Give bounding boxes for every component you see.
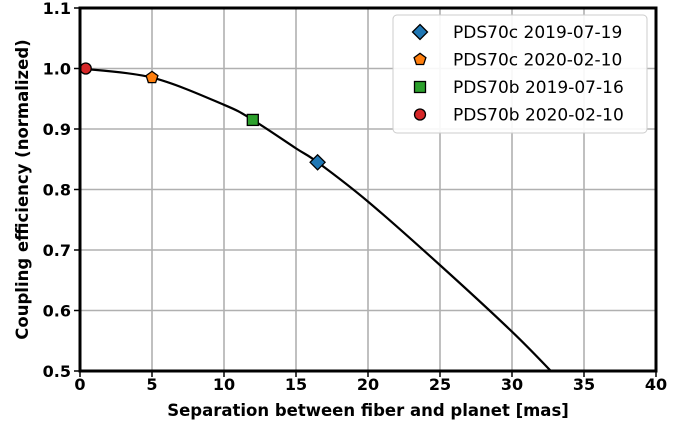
legend-marker-pentagon (413, 52, 427, 66)
legend-entry: PDS70b 2019-07-16 (453, 78, 624, 98)
legend-entry: PDS70c 2019-07-19 (453, 23, 622, 43)
y-tick-label: 0.9 (43, 120, 71, 139)
y-tick-label: 0.6 (43, 302, 71, 321)
data-point-pentagon (145, 70, 159, 84)
x-axis-label: Separation between fiber and planet [mas… (167, 401, 569, 420)
x-tick-label: 25 (429, 375, 451, 394)
data-markers (79, 62, 327, 171)
data-point-circle (79, 62, 92, 75)
y-tick-label: 0.5 (43, 362, 71, 381)
x-tick-label: 5 (146, 375, 157, 394)
y-tick-label: 0.7 (43, 241, 71, 260)
y-tick-label: 0.8 (43, 181, 71, 200)
x-tick-label: 15 (285, 375, 307, 394)
legend-entry: PDS70c 2020-02-10 (453, 51, 622, 71)
legend-marker-circle (413, 108, 427, 121)
x-axis-ticks: 0 5 10 15 20 25 30 35 40 (74, 371, 667, 394)
data-point-diamond (309, 153, 327, 171)
legend-entry: PDS70b 2020-02-10 (453, 106, 624, 126)
x-tick-label: 30 (501, 375, 523, 394)
legend: PDS70c 2019-07-19 PDS70c 2020-02-10 PDS70b… (392, 14, 648, 134)
coupling-curve (79, 67, 552, 372)
y-tick-label: 1.1 (43, 0, 71, 18)
y-axis-ticks: 0.5 0.6 0.7 0.8 0.9 1.0 1.1 (43, 0, 80, 381)
legend-box (392, 14, 648, 134)
y-tick-label: 1.0 (43, 60, 71, 79)
x-tick-label: 10 (213, 375, 235, 394)
y-axis-label: Coupling efficiency (normalized) (13, 39, 32, 339)
legend-marker-diamond (411, 23, 429, 41)
x-tick-label: 35 (573, 375, 595, 394)
x-tick-label: 0 (74, 375, 85, 394)
x-tick-label: 20 (357, 375, 379, 394)
data-point-square (246, 113, 259, 127)
x-tick-label: 40 (645, 375, 667, 394)
legend-marker-square (413, 80, 427, 94)
